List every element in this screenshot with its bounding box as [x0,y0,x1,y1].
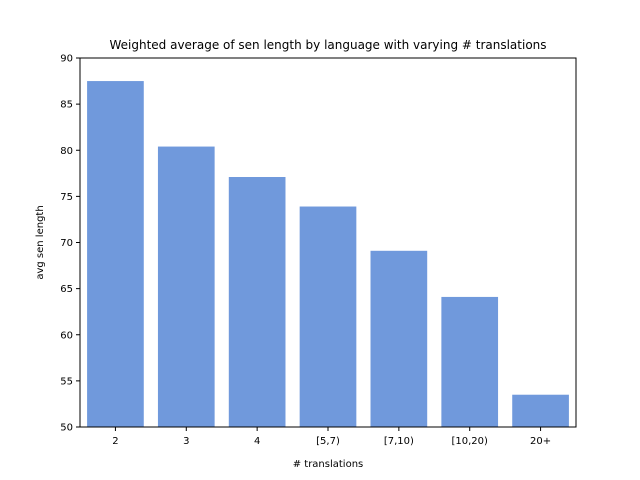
y-tick-label: 90 [60,54,73,65]
y-tick-label: 70 [60,238,73,249]
bar-2 [228,177,286,427]
y-axis-ticks: 50 55 60 65 70 75 80 85 90 [60,54,80,434]
y-tick-label: 80 [60,146,73,157]
x-tick-label: 4 [254,436,260,447]
y-tick-label: 50 [60,423,73,434]
plot-frame [79,57,577,428]
bar-0 [87,81,144,427]
y-axis-label: avg sen length [35,205,46,279]
y-tick-label: 55 [60,376,73,387]
chart-title: Weighted average of sen length by langua… [109,38,546,52]
bar-6 [512,394,569,427]
bar-5 [441,296,499,427]
y-tick-label: 60 [60,330,73,341]
x-tick-label: [7,10) [384,436,414,447]
y-tick-label: 85 [60,100,73,111]
y-tick-label: 75 [60,192,73,203]
x-tick-label: 2 [112,436,118,447]
bar-1 [157,146,215,427]
bar-3 [299,206,357,427]
bars-group [87,81,569,427]
x-axis-label: # translations [293,459,364,470]
x-tick-label: [10,20) [451,436,488,447]
x-tick-label: 20+ [530,436,551,447]
x-axis-ticks: 2 3 4 [5,7) [7,10) [10,20) 20+ [112,427,551,447]
y-tick-label: 65 [60,284,73,295]
bar-4 [370,250,428,427]
x-tick-label: 3 [183,436,189,447]
x-tick-label: [5,7) [316,436,340,447]
